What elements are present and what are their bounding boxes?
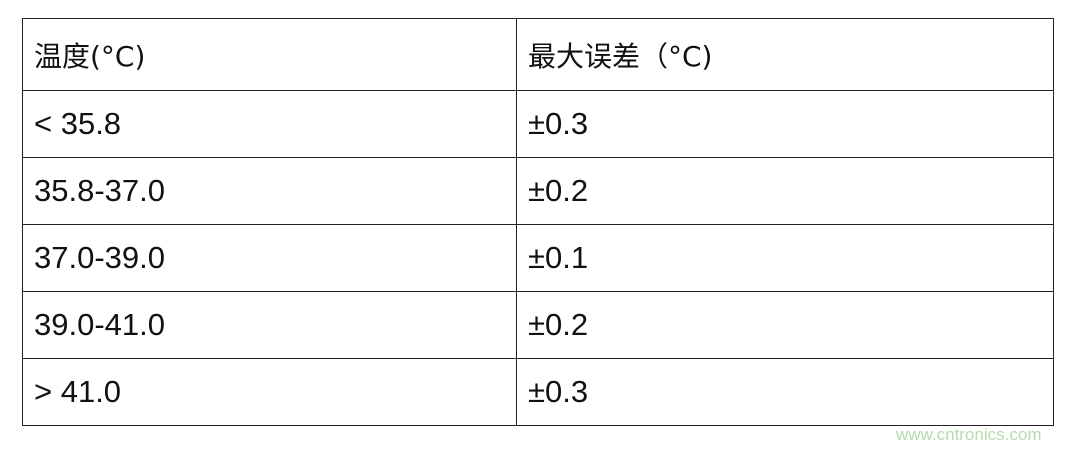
table-row: 35.8-37.0 ±0.2 <box>22 157 1054 225</box>
cell-max-error: ±0.3 <box>516 90 1054 158</box>
cell-temperature: 35.8-37.0 <box>22 157 517 225</box>
cell-temperature: 37.0-39.0 <box>22 224 517 292</box>
header-temperature: 温度(°C) <box>22 18 517 91</box>
cell-max-error: ±0.1 <box>516 224 1054 292</box>
cell-max-error: ±0.2 <box>516 157 1054 225</box>
table-row: > 41.0 ±0.3 <box>22 358 1054 426</box>
cell-temperature: < 35.8 <box>22 90 517 158</box>
cell-max-error: ±0.2 <box>516 291 1054 359</box>
temperature-error-table: 温度(°C) 最大误差（°C) < 35.8 ±0.3 35.8-37.0 ±0… <box>22 18 1054 426</box>
table-header-row: 温度(°C) 最大误差（°C) <box>22 18 1054 91</box>
table-row: 39.0-41.0 ±0.2 <box>22 291 1054 359</box>
watermark: www.cntronics.com <box>896 425 1042 444</box>
cell-temperature: 39.0-41.0 <box>22 291 517 359</box>
table-row: < 35.8 ±0.3 <box>22 90 1054 158</box>
table-row: 37.0-39.0 ±0.1 <box>22 224 1054 292</box>
cell-max-error: ±0.3 <box>516 358 1054 426</box>
cell-temperature: > 41.0 <box>22 358 517 426</box>
header-max-error: 最大误差（°C) <box>516 18 1054 91</box>
